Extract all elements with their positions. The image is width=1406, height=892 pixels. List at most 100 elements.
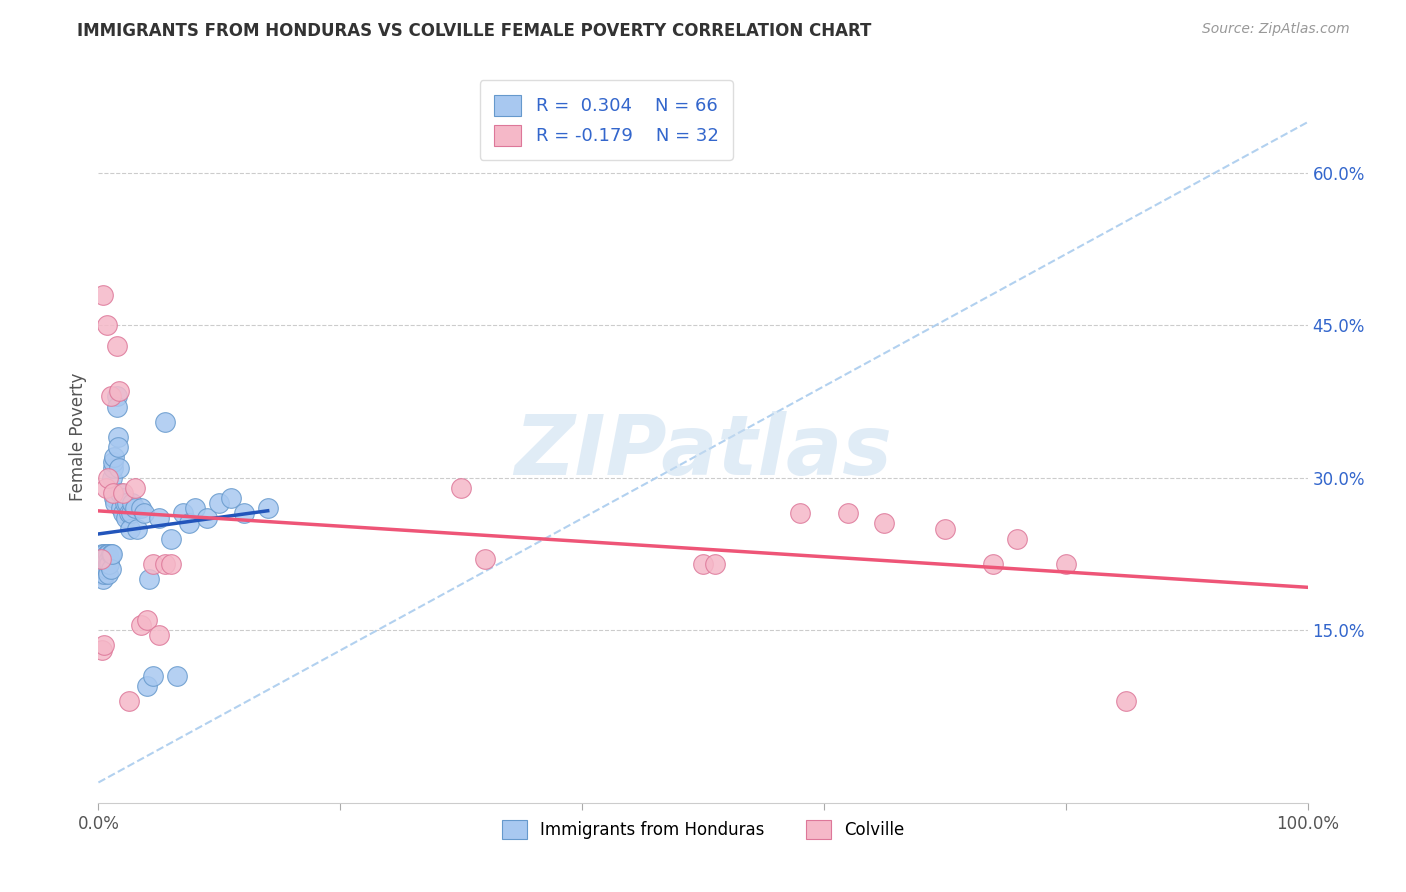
Point	[873, 516, 896, 531]
Point	[1007, 532, 1029, 546]
Point	[96, 318, 118, 333]
Point	[704, 557, 727, 571]
Point	[93, 557, 115, 571]
Point	[1054, 557, 1077, 571]
Point	[142, 669, 165, 683]
Point	[153, 557, 176, 571]
Point	[94, 557, 117, 571]
Point	[98, 552, 121, 566]
Point	[96, 552, 118, 566]
Point	[101, 455, 124, 469]
Text: ZIPatlas: ZIPatlas	[515, 411, 891, 492]
Point	[934, 521, 956, 535]
Point	[91, 552, 114, 566]
Point	[90, 552, 112, 566]
Point	[127, 521, 149, 535]
Point	[184, 501, 207, 516]
Point	[89, 557, 111, 571]
Point	[179, 516, 201, 531]
Point	[91, 547, 114, 561]
Point	[474, 552, 496, 566]
Point	[108, 384, 131, 399]
Point	[91, 572, 114, 586]
Point	[789, 506, 811, 520]
Point	[108, 486, 131, 500]
Point	[124, 501, 146, 516]
Point	[124, 481, 146, 495]
Point	[118, 694, 141, 708]
Point	[112, 491, 135, 505]
Point	[981, 557, 1004, 571]
Point	[105, 338, 128, 352]
Point	[100, 547, 122, 561]
Point	[110, 501, 132, 516]
Point	[100, 547, 122, 561]
Point	[101, 460, 124, 475]
Point	[221, 491, 243, 505]
Point	[120, 506, 142, 520]
Point	[96, 547, 118, 561]
Point	[93, 547, 115, 561]
Point	[103, 491, 125, 505]
Point	[93, 567, 115, 582]
Point	[129, 501, 152, 516]
Point	[208, 496, 231, 510]
Point	[118, 521, 141, 535]
Point	[96, 562, 118, 576]
Point	[172, 506, 194, 520]
Text: Source: ZipAtlas.com: Source: ZipAtlas.com	[1202, 22, 1350, 37]
Point	[692, 557, 714, 571]
Point	[91, 557, 114, 571]
Point	[107, 440, 129, 454]
Point	[148, 511, 170, 525]
Point	[97, 547, 120, 561]
Point	[450, 481, 472, 495]
Point	[153, 415, 176, 429]
Point	[117, 496, 139, 510]
Point	[121, 496, 143, 510]
Point	[91, 562, 114, 576]
Point	[135, 613, 157, 627]
Text: IMMIGRANTS FROM HONDURAS VS COLVILLE FEMALE POVERTY CORRELATION CHART: IMMIGRANTS FROM HONDURAS VS COLVILLE FEM…	[77, 22, 872, 40]
Point	[1115, 694, 1137, 708]
Point	[232, 506, 254, 520]
Point	[90, 567, 112, 582]
Point	[107, 430, 129, 444]
Point	[160, 557, 183, 571]
Point	[105, 389, 128, 403]
Point	[837, 506, 859, 520]
Point	[111, 486, 134, 500]
Point	[94, 552, 117, 566]
Point	[98, 557, 121, 571]
Point	[91, 643, 114, 657]
Legend: Immigrants from Honduras, Colville: Immigrants from Honduras, Colville	[495, 814, 911, 846]
Point	[115, 511, 138, 525]
Point	[100, 471, 122, 485]
Point	[134, 506, 156, 520]
Point	[97, 557, 120, 571]
Point	[118, 506, 141, 520]
Point	[93, 638, 115, 652]
Point	[114, 496, 136, 510]
Point	[166, 669, 188, 683]
Point	[111, 506, 134, 520]
Point	[103, 450, 125, 465]
Point	[91, 288, 114, 302]
Point	[108, 460, 131, 475]
Y-axis label: Female Poverty: Female Poverty	[69, 373, 87, 501]
Point	[100, 389, 122, 403]
Point	[104, 496, 127, 510]
Point	[97, 471, 120, 485]
Point	[101, 486, 124, 500]
Point	[138, 572, 160, 586]
Point	[91, 562, 114, 576]
Point	[256, 501, 278, 516]
Point	[94, 481, 117, 495]
Point	[129, 618, 152, 632]
Point	[90, 552, 112, 566]
Point	[97, 567, 120, 582]
Point	[100, 562, 122, 576]
Point	[160, 532, 183, 546]
Point	[142, 557, 165, 571]
Point	[195, 511, 218, 525]
